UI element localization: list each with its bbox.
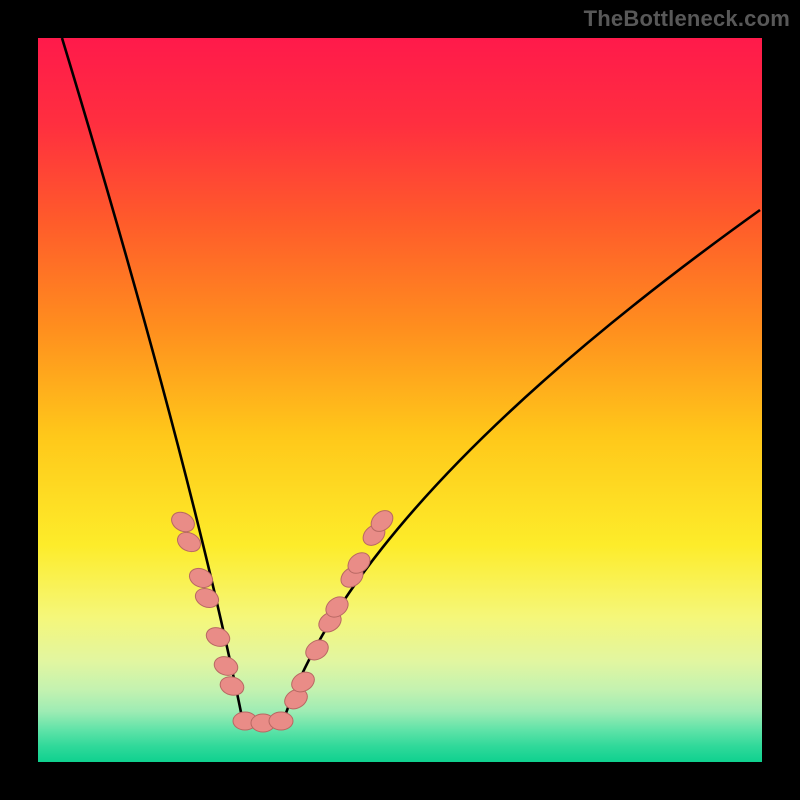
chart-canvas: TheBottleneck.com [0, 0, 800, 800]
watermark-text: TheBottleneck.com [584, 6, 790, 32]
bead-bottom [269, 712, 293, 730]
background-svg [0, 0, 800, 800]
plot-area [38, 38, 762, 762]
